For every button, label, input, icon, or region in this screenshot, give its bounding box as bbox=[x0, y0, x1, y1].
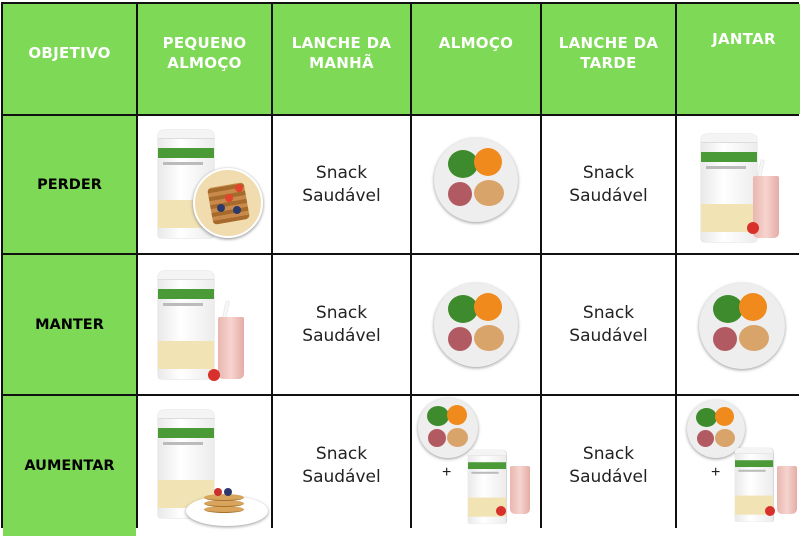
header-jantar: JANTAR bbox=[677, 4, 800, 114]
pancake bbox=[204, 506, 244, 513]
snack-text: Snack bbox=[315, 444, 368, 464]
objetivo-label: AUMENTAR bbox=[24, 458, 115, 474]
snack-text: Snack bbox=[582, 162, 635, 183]
snack-text: Saudável bbox=[569, 325, 648, 346]
header-objetivo: OBJETIVO bbox=[3, 4, 136, 114]
berry-icon bbox=[224, 488, 232, 496]
lanche-tarde-aumentar: Snack Saudável bbox=[542, 396, 675, 536]
snack-text: Snack bbox=[315, 302, 368, 323]
balanced-plate-image bbox=[434, 138, 518, 222]
header-text: MANHÃ bbox=[309, 54, 374, 72]
header-text: JANTAR bbox=[712, 30, 776, 48]
strawberry-icon bbox=[496, 506, 506, 516]
lanche-tarde-perder: Snack Saudável bbox=[542, 116, 675, 253]
objetivo-label: MANTER bbox=[35, 316, 104, 333]
lanche-manha-aumentar: Snack Saudável bbox=[273, 396, 410, 536]
pancake bbox=[204, 494, 244, 501]
plus-sign: + bbox=[711, 464, 721, 481]
strawberry-icon bbox=[747, 222, 759, 234]
balanced-plate-image bbox=[418, 398, 478, 458]
lanche-tarde-manter: Snack Saudável bbox=[542, 255, 675, 394]
header-text: ALMOÇO bbox=[438, 34, 514, 52]
almoco-manter bbox=[412, 255, 540, 394]
snack-text: Saudável bbox=[569, 467, 648, 487]
strawberry-icon bbox=[208, 369, 220, 381]
strawberry-shake-glass-image bbox=[218, 317, 244, 379]
jantar-perder bbox=[677, 116, 800, 253]
jantar-aumentar: + bbox=[677, 396, 800, 536]
almoco-perder bbox=[412, 116, 540, 253]
waffle-plate-image bbox=[193, 168, 263, 238]
snack-text: Snack bbox=[582, 302, 635, 323]
header-lanche-manha: LANCHE DA MANHÃ bbox=[273, 4, 410, 114]
jantar-manter bbox=[677, 255, 800, 394]
snack-text: Saudável bbox=[302, 185, 381, 206]
row-objetivo-aumentar: AUMENTAR bbox=[3, 396, 136, 536]
header-text: TARDE bbox=[580, 54, 637, 72]
snack-text: Snack bbox=[315, 162, 368, 183]
almoco-aumentar: + bbox=[412, 396, 540, 536]
pancake bbox=[204, 500, 244, 507]
lanche-manha-perder: Snack Saudável bbox=[273, 116, 410, 253]
snack-text: Saudável bbox=[302, 467, 381, 487]
header-text: LANCHE DA bbox=[558, 34, 659, 52]
balanced-plate-image bbox=[699, 283, 785, 369]
header-text: ALMOÇO bbox=[167, 54, 242, 72]
shake-canister-image bbox=[158, 271, 214, 379]
strawberry-shake-glass-image bbox=[510, 466, 530, 514]
plus-sign: + bbox=[442, 464, 452, 481]
strawberry-icon bbox=[765, 506, 775, 516]
row-objetivo-manter: MANTER bbox=[3, 255, 136, 394]
header-text: OBJETIVO bbox=[28, 44, 111, 62]
berry-icon bbox=[214, 488, 222, 496]
balanced-plate-image bbox=[434, 283, 518, 367]
header-almoco: ALMOÇO bbox=[412, 4, 540, 114]
snack-text: Saudável bbox=[569, 185, 648, 206]
snack-text: Saudável bbox=[302, 325, 381, 346]
snack-text: Snack bbox=[582, 444, 635, 464]
row-objetivo-perder: PERDER bbox=[3, 116, 136, 253]
header-text: LANCHE DA bbox=[291, 34, 392, 52]
objetivo-label: PERDER bbox=[37, 176, 102, 193]
pequeno-almoco-manter bbox=[138, 255, 271, 394]
pequeno-almoco-aumentar bbox=[138, 396, 271, 536]
strawberry-shake-glass-image bbox=[777, 466, 797, 514]
header-text: PEQUENO bbox=[162, 34, 247, 52]
pequeno-almoco-perder bbox=[138, 116, 271, 253]
header-pequeno-almoco: PEQUENO ALMOÇO bbox=[138, 4, 271, 114]
lanche-manha-manter: Snack Saudável bbox=[273, 255, 410, 394]
header-lanche-tarde: LANCHE DA TARDE bbox=[542, 4, 675, 114]
